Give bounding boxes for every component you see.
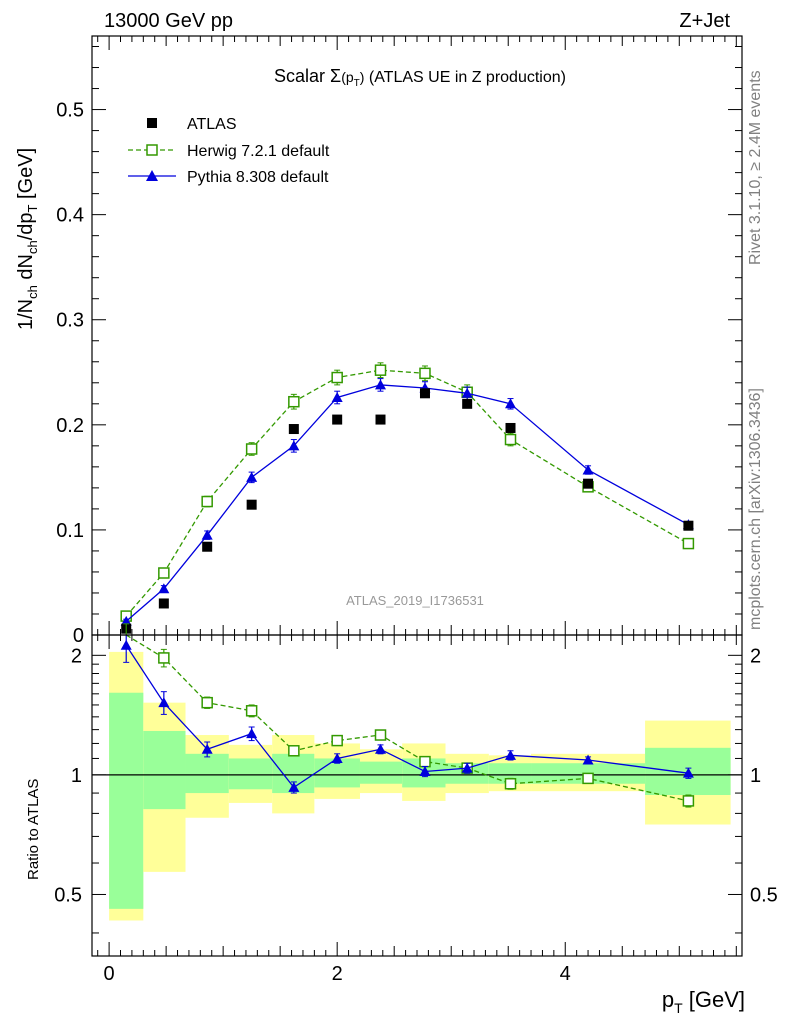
atlas-data-point <box>202 542 212 552</box>
main-y-tick-label: 0.5 <box>56 100 84 122</box>
ratio-y-tick-label-right: 0.5 <box>750 884 778 906</box>
ratio-band-inner <box>229 758 272 789</box>
atlas-data-point <box>420 388 430 398</box>
x-tick-label: 2 <box>332 963 343 985</box>
ratio-herwig-point <box>683 796 693 806</box>
x-tick-label: 0 <box>104 963 115 985</box>
herwig-line <box>126 370 688 616</box>
ratio-y-axis-label: Ratio to ATLAS <box>25 779 42 880</box>
pythia-point <box>246 472 257 482</box>
energy-label: 13000 GeV pp <box>104 10 233 32</box>
herwig-point <box>683 539 693 549</box>
ratio-y-tick-label: 1 <box>71 765 82 787</box>
atlas-data-point <box>462 399 472 409</box>
ratio-pythia-point <box>121 640 132 650</box>
ratio-herwig-point <box>159 653 169 663</box>
ratio-pythia-point <box>375 744 386 754</box>
legend: ATLAS Herwig 7.2.1 default Pythia 8.308 … <box>128 116 330 186</box>
main-y-tick-label: 0.3 <box>56 310 84 332</box>
herwig-point <box>420 368 430 378</box>
chart-title: Scalar Σ(pT) (ATLAS UE in Z production) <box>274 66 566 89</box>
ratio-pythia-point <box>158 697 169 707</box>
ratio-herwig-point <box>420 757 430 767</box>
legend-pythia-label: Pythia 8.308 default <box>187 169 329 186</box>
ratio-panel <box>92 652 742 921</box>
main-y-tick-label: 0.1 <box>56 520 84 542</box>
ratio-herwig-point <box>289 746 299 756</box>
ratio-y-tick-label-right: 2 <box>750 645 761 667</box>
ratio-y-tick-label: 2 <box>71 645 82 667</box>
ratio-band-inner <box>360 762 402 784</box>
ratio-herwig-point <box>332 736 342 746</box>
ratio-herwig-point <box>583 773 593 783</box>
ratio-herwig-point <box>202 698 212 708</box>
x-axis-label: pT [GeV] <box>662 987 745 1016</box>
atlas-data-point <box>506 423 516 433</box>
main-y-tick-label: 0.4 <box>56 205 84 227</box>
atlas-data-point <box>376 415 386 425</box>
atlas-data-point <box>332 415 342 425</box>
herwig-point <box>376 365 386 375</box>
herwig-point <box>506 435 516 445</box>
main-y-tick-label: 0.2 <box>56 415 84 437</box>
herwig-point <box>289 397 299 407</box>
ratio-herwig-point <box>376 730 386 740</box>
herwig-point <box>202 497 212 507</box>
ratio-herwig-point <box>247 706 257 716</box>
ratio-band-inner <box>186 754 229 793</box>
herwig-point <box>247 444 257 454</box>
atlas-data-point <box>159 598 169 608</box>
ratio-herwig-point <box>506 779 516 789</box>
x-tick-label: 4 <box>560 963 571 985</box>
herwig-point <box>332 373 342 383</box>
process-label: Z+Jet <box>679 10 730 32</box>
mcplots-label: mcplots.cern.ch [arXiv:1306.3436] <box>747 388 764 630</box>
analysis-watermark: ATLAS_2019_I1736531 <box>346 593 484 608</box>
legend-atlas-marker <box>147 118 157 128</box>
ratio-y-tick-label: 0.5 <box>54 884 82 906</box>
ratio-pythia-point <box>505 750 516 760</box>
main-y-axis-label: 1/Nch dNch/dpT [GeV] <box>15 148 40 330</box>
atlas-data-point <box>247 500 257 510</box>
ratio-pythia-point <box>246 728 257 738</box>
pythia-point <box>375 379 386 389</box>
rivet-version-label: Rivet 3.1.10, ≥ 2.4M events <box>747 70 764 265</box>
ratio-band-inner <box>109 693 143 909</box>
atlas-data-point <box>289 424 299 434</box>
atlas-data-point <box>683 521 693 531</box>
ratio-y-tick-label-right: 1 <box>750 765 761 787</box>
herwig-point <box>159 568 169 578</box>
main-y-tick-label: 0 <box>73 625 84 647</box>
legend-atlas-label: ATLAS <box>187 116 237 133</box>
legend-herwig-marker <box>147 145 157 155</box>
atlas-data-point <box>583 479 593 489</box>
legend-herwig-label: Herwig 7.2.1 default <box>187 143 330 160</box>
ratio-band-inner <box>143 731 185 809</box>
plot-canvas: 13000 GeV pp Z+Jet Rivet 3.1.10, ≥ 2.4M … <box>0 0 786 1024</box>
